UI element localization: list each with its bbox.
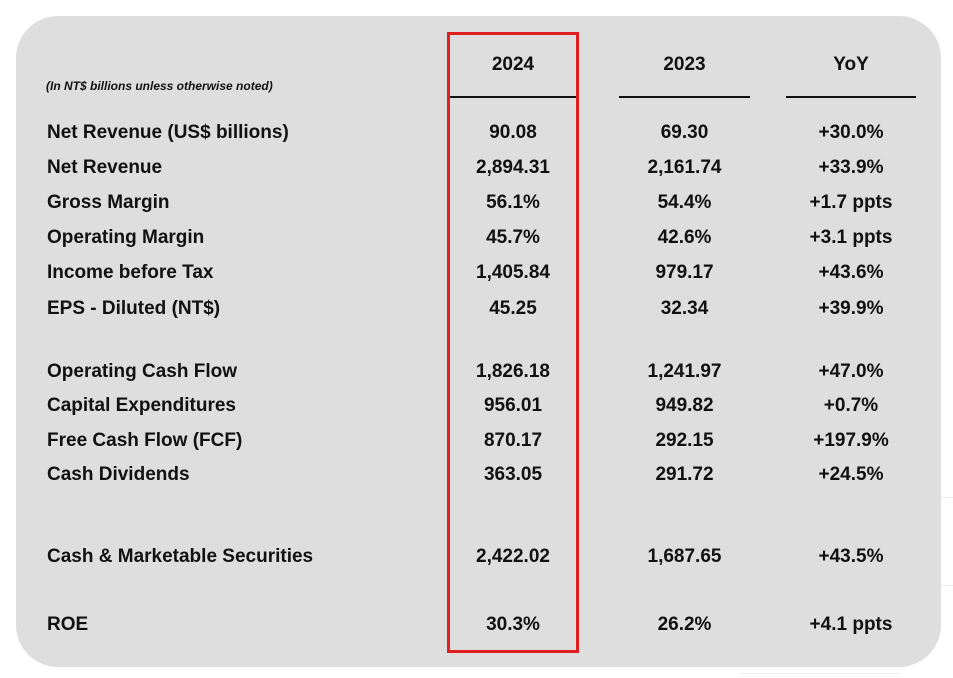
value-2024: 45.25 xyxy=(489,298,537,319)
value-yoy: +47.0% xyxy=(818,361,884,382)
value-yoy: +1.7 ppts xyxy=(809,192,893,213)
value-yoy: +30.0% xyxy=(818,122,884,143)
value-2023: 54.4% xyxy=(657,192,712,213)
row-label: Income before Tax xyxy=(47,262,214,283)
column-header-2024: 2024 xyxy=(491,54,535,75)
value-2024: 363.05 xyxy=(483,464,543,485)
value-2023: 291.72 xyxy=(655,464,714,485)
value-yoy: +43.6% xyxy=(818,262,884,283)
value-yoy: +43.5% xyxy=(818,546,884,567)
value-2024: 870.17 xyxy=(483,430,543,451)
row-label: Cash & Marketable Securities xyxy=(47,546,314,567)
row-label: Capital Expenditures xyxy=(47,395,236,416)
header-rule-yoy xyxy=(786,96,916,98)
background-grid-line xyxy=(941,497,953,498)
value-yoy: +24.5% xyxy=(818,464,884,485)
row-label: ROE xyxy=(47,614,89,635)
row-label: Operating Margin xyxy=(47,227,205,248)
value-2024: 1,405.84 xyxy=(476,262,550,283)
value-2023: 2,161.74 xyxy=(647,157,722,178)
value-yoy: +39.9% xyxy=(818,298,884,319)
units-note: (In NT$ billions unless otherwise noted) xyxy=(46,79,273,93)
highlight-2024-column xyxy=(447,32,579,653)
value-2023: 42.6% xyxy=(657,227,712,248)
column-header-2023: 2023 xyxy=(663,54,706,75)
value-2024: 56.1% xyxy=(486,192,540,213)
value-2024: 45.7% xyxy=(486,227,540,248)
value-2024: 956.01 xyxy=(483,395,543,416)
value-2023: 949.82 xyxy=(655,395,714,416)
financial-summary-panel xyxy=(16,16,941,667)
row-label: Operating Cash Flow xyxy=(47,361,238,382)
value-2023: 292.15 xyxy=(655,430,714,451)
value-2024: 1,826.18 xyxy=(476,361,550,382)
value-yoy: +3.1 ppts xyxy=(809,227,893,248)
background-grid-line xyxy=(941,585,953,586)
row-label: EPS - Diluted (NT$) xyxy=(47,298,221,319)
header-rule-2023 xyxy=(619,96,750,98)
value-yoy: +0.7% xyxy=(823,395,879,416)
row-label: Net Revenue xyxy=(47,157,163,178)
value-2024: 30.3% xyxy=(486,614,540,635)
value-2023: 979.17 xyxy=(655,262,714,283)
column-header-yoy: YoY xyxy=(833,54,869,75)
value-yoy: +33.9% xyxy=(818,157,884,178)
row-label: Net Revenue (US$ billions) xyxy=(47,122,289,143)
value-2023: 26.2% xyxy=(657,614,712,635)
header-rule-2024 xyxy=(450,96,576,98)
value-2023: 1,687.65 xyxy=(647,546,722,567)
value-2023: 69.30 xyxy=(660,122,709,143)
row-label: Cash Dividends xyxy=(47,464,190,485)
value-2024: 2,422.02 xyxy=(476,546,550,567)
value-2023: 1,241.97 xyxy=(647,361,722,382)
value-2023: 32.34 xyxy=(660,298,709,319)
background-grid-line xyxy=(740,673,900,674)
row-label: Free Cash Flow (FCF) xyxy=(47,430,243,451)
value-2024: 90.08 xyxy=(489,122,537,143)
value-yoy: +197.9% xyxy=(813,430,889,451)
value-yoy: +4.1 ppts xyxy=(809,614,893,635)
row-label: Gross Margin xyxy=(47,192,170,213)
value-2024: 2,894.31 xyxy=(476,157,550,178)
